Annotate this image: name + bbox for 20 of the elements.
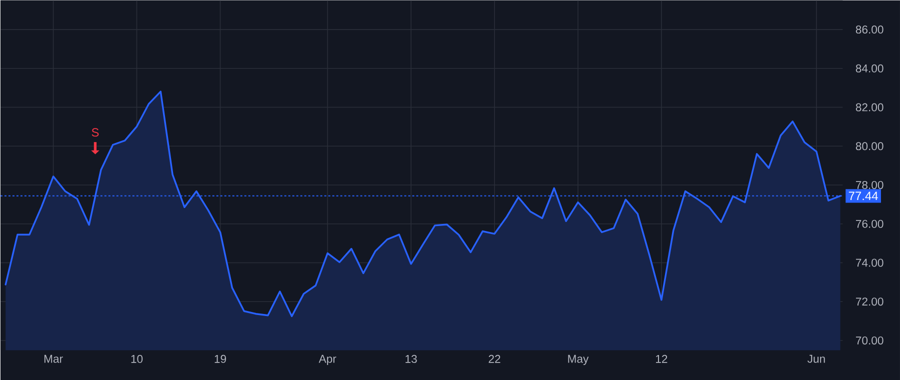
- ref-line-label: 77.44: [848, 192, 878, 200]
- y-tick-label: 82.00: [856, 103, 884, 112]
- y-tick-label: 70.00: [856, 336, 884, 344]
- x-tick-label: 19: [214, 354, 226, 363]
- y-tick-label: 78.00: [856, 180, 884, 189]
- x-tick-label: Apr: [318, 354, 336, 365]
- x-tick-label: Mar: [44, 354, 63, 363]
- x-tick-label: Jun: [808, 354, 825, 363]
- y-tick-label: 74.00: [856, 258, 884, 267]
- x-tick-label: 22: [488, 354, 500, 363]
- x-tick-label: 13: [406, 354, 417, 363]
- x-tick-label: 10: [131, 354, 143, 363]
- y-tick-label: 80.00: [856, 142, 884, 150]
- y-tick-label: 72.00: [856, 298, 884, 306]
- x-tick-label: May: [568, 354, 589, 365]
- annotation: S: [92, 128, 99, 137]
- y-tick-label: 86.00: [856, 25, 884, 34]
- x-tick-label: 12: [656, 354, 668, 363]
- y-tick-label: 84.00: [856, 64, 884, 72]
- y-tick-label: 76.00: [856, 220, 884, 228]
